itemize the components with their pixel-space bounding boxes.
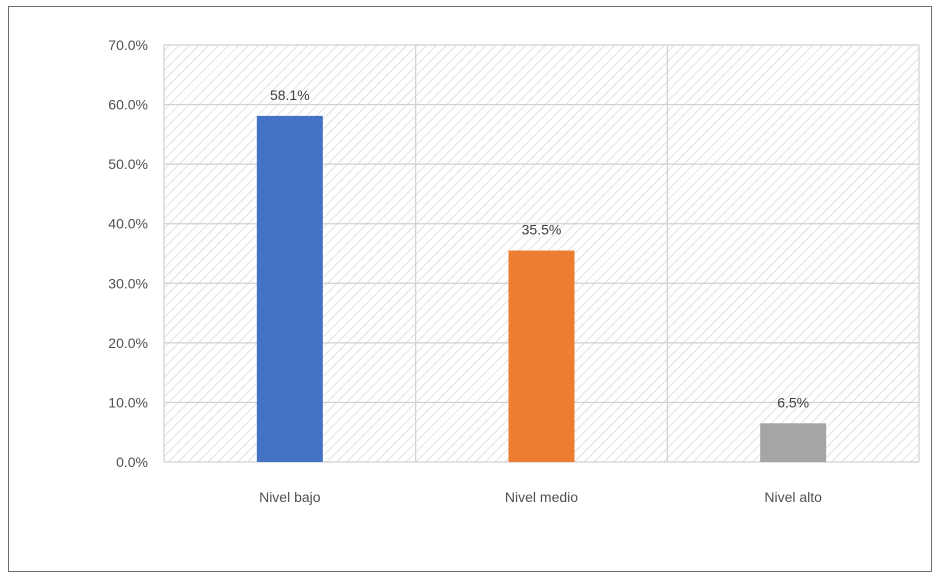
y-tick-label: 30.0% [108,275,148,291]
y-tick-label: 10.0% [108,394,148,410]
category-label: Nivel medio [505,489,578,505]
y-tick-label: 40.0% [108,216,148,232]
bar-nivel-alto [760,423,827,462]
bar-nivel-bajo [256,115,323,462]
category-label: Nivel bajo [259,489,321,505]
data-label: 6.5% [777,394,809,410]
y-tick-label: 0.0% [116,454,148,470]
y-tick-label: 50.0% [108,156,148,172]
data-label: 35.5% [522,222,562,238]
y-tick-label: 70.0% [108,37,148,53]
y-tick-label: 20.0% [108,335,148,351]
data-label: 58.1% [270,87,310,103]
chart-frame: 0.0% 10.0% 20.0% 30.0% 40.0% 50.0% 60.0% 70.0% … [8,6,932,572]
bar-chart: 0.0%10.0%20.0%30.0%40.0%50.0%60.0%70.0% … [108,37,920,505]
y-tick-label: 60.0% [108,97,148,113]
bar-nivel-medio [508,250,575,462]
category-label: Nivel alto [764,489,822,505]
